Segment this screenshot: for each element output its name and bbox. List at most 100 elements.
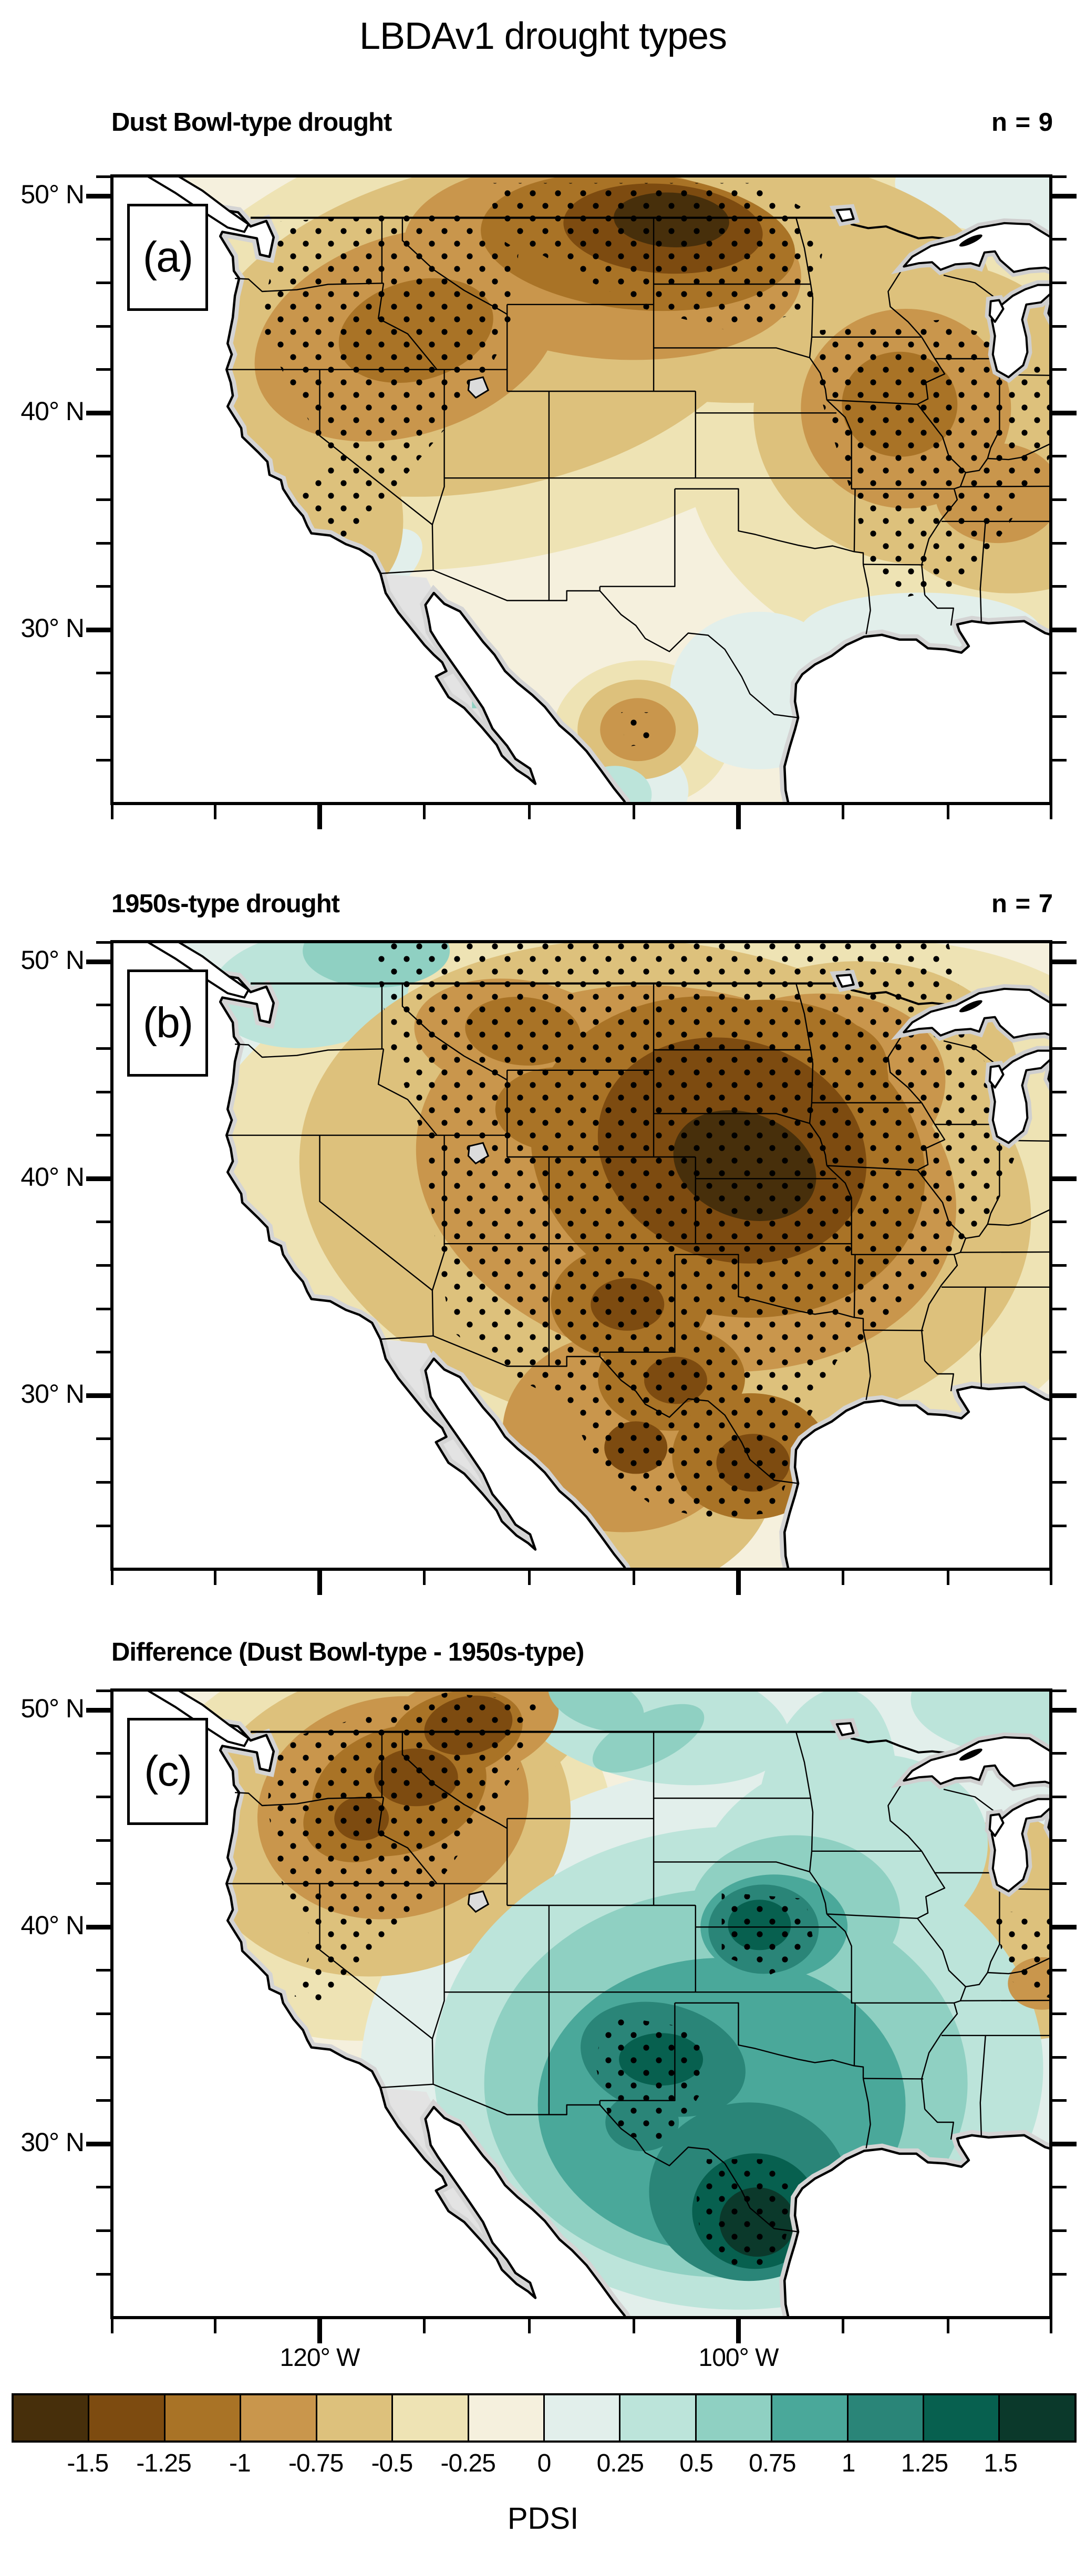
panel-b-title: 1950s-type drought [111, 890, 340, 918]
lat-major-tick [1052, 959, 1077, 964]
lon-minor-tick [110, 805, 113, 819]
lat-major-tick [1052, 1707, 1077, 1713]
lat-minor-tick [1052, 2099, 1067, 2102]
lat-major-tick [1052, 1176, 1077, 1181]
lat-minor-tick [1052, 455, 1067, 458]
lat-minor-tick [96, 1437, 110, 1441]
colorbar-cell [14, 2395, 90, 2441]
lat-major-tick [86, 410, 110, 415]
colorbar-axis-label: PDSI [507, 2501, 579, 2536]
lat-minor-tick [96, 1796, 110, 1798]
lat-tick-label: 50° N [20, 180, 85, 210]
lat-minor-tick [1052, 1351, 1067, 1354]
lat-minor-tick [1052, 1221, 1067, 1224]
lon-minor-tick [842, 2319, 845, 2333]
lat-minor-tick [96, 585, 110, 588]
lat-major-tick [86, 1924, 110, 1930]
panel-c: (c) 50° N 40° N 30° N [0, 1688, 1086, 2366]
lon-minor-tick [632, 1571, 635, 1585]
lat-minor-tick [96, 715, 110, 718]
panel-a-header: Dust Bowl-type drought n = 9 [111, 108, 1053, 137]
lat-minor-tick [1052, 1047, 1067, 1050]
lat-minor-tick [1052, 1134, 1067, 1137]
lon-major-tick [317, 1571, 322, 1595]
lon-minor-tick [528, 2319, 531, 2333]
lon-minor-tick [632, 2319, 635, 2333]
lat-minor-tick [96, 1839, 110, 1842]
colorbar-cell [1000, 2395, 1074, 2441]
lat-minor-tick [1052, 368, 1067, 371]
lon-minor-tick [1049, 1571, 1052, 1585]
lat-minor-tick [1052, 498, 1067, 501]
map-svg-a [110, 174, 1052, 805]
lat-minor-tick [1052, 1264, 1067, 1267]
lon-minor-tick [110, 1571, 113, 1585]
panel-a-title: Dust Bowl-type drought [111, 108, 392, 137]
colorbar-cell [241, 2395, 317, 2441]
lon-minor-tick [423, 1571, 426, 1585]
lat-minor-tick [96, 1524, 110, 1527]
panel-b-corner-label: (b) [127, 969, 208, 1077]
lat-tick-label: 40° N [20, 397, 85, 426]
colorbar-tick-label: -0.25 [440, 2449, 496, 2477]
lat-minor-tick [96, 758, 110, 762]
lat-minor-tick [96, 2099, 110, 2102]
lat-minor-tick [96, 941, 110, 944]
panel-b-n-badge: n = 7 [991, 890, 1053, 918]
colorbar-cell [165, 2395, 242, 2441]
lat-minor-tick [1052, 672, 1067, 675]
panel-b: (b) 50° N 40° N 30° N [0, 940, 1086, 1618]
lon-minor-tick [946, 805, 949, 819]
lat-tick-label: 30° N [20, 613, 85, 643]
lon-minor-tick [842, 1571, 845, 1585]
lat-minor-tick [96, 541, 110, 545]
lat-minor-tick [96, 1481, 110, 1484]
lon-minor-tick [213, 1571, 216, 1585]
lat-minor-tick [96, 455, 110, 458]
lat-tick-label: 30° N [20, 1379, 85, 1409]
lat-minor-tick [1052, 2056, 1067, 2059]
panel-a-n-badge: n = 9 [991, 108, 1053, 137]
lat-minor-tick [1052, 1752, 1067, 1755]
lat-minor-tick [96, 672, 110, 675]
map-panel-b: (b) [110, 940, 1052, 1571]
lat-minor-tick [96, 2012, 110, 2015]
colorbar-cell [848, 2395, 925, 2441]
map-panel-a: (a) [110, 174, 1052, 805]
lon-minor-tick [213, 2319, 216, 2333]
colorbar-tick-label: 0.75 [749, 2449, 796, 2477]
lat-minor-tick [1052, 2272, 1067, 2276]
colorbar-tick-label: 1.5 [984, 2449, 1018, 2477]
lat-minor-tick [1052, 1969, 1067, 1972]
lat-minor-tick [96, 1351, 110, 1354]
lat-minor-tick [1052, 715, 1067, 718]
lat-major-tick [86, 627, 110, 632]
lon-minor-tick [423, 805, 426, 819]
lat-minor-tick [96, 2186, 110, 2189]
lon-minor-tick [528, 805, 531, 819]
map-panel-c: (c) [110, 1688, 1052, 2319]
lat-minor-tick [1052, 281, 1067, 284]
lat-major-tick [86, 2141, 110, 2146]
lon-minor-tick [1049, 2319, 1052, 2333]
panel-a: (a) 50° N 40° N 30° N [0, 174, 1086, 852]
lat-minor-tick [1052, 1481, 1067, 1484]
panel-b-header: 1950s-type drought n = 7 [111, 889, 1053, 919]
colorbar-cell [317, 2395, 394, 2441]
lat-minor-tick [96, 368, 110, 371]
lat-minor-tick [96, 1004, 110, 1007]
colorbar-tick-label: -0.75 [288, 2449, 344, 2477]
lon-minor-tick [110, 2319, 113, 2333]
lat-tick-label: 50° N [20, 1694, 85, 1724]
lat-major-tick [1052, 627, 1077, 632]
lat-minor-tick [96, 1264, 110, 1267]
colorbar-tick-label: 0.25 [596, 2449, 644, 2477]
lat-minor-tick [96, 1221, 110, 1224]
lon-minor-tick [946, 1571, 949, 1585]
lat-minor-tick [96, 1090, 110, 1093]
colorbar-tick-labels: -1.5 -1.25 -1 -0.75 -0.5 -0.25 0 0.25 0.5 0.75 1 1.… [12, 2449, 1077, 2480]
lat-minor-tick [1052, 238, 1067, 241]
lat-minor-tick [96, 1882, 110, 1885]
longitude-axis-labels: 120° W 100° W [0, 2343, 1086, 2380]
colorbar-tick-label: 1.25 [901, 2449, 948, 2477]
